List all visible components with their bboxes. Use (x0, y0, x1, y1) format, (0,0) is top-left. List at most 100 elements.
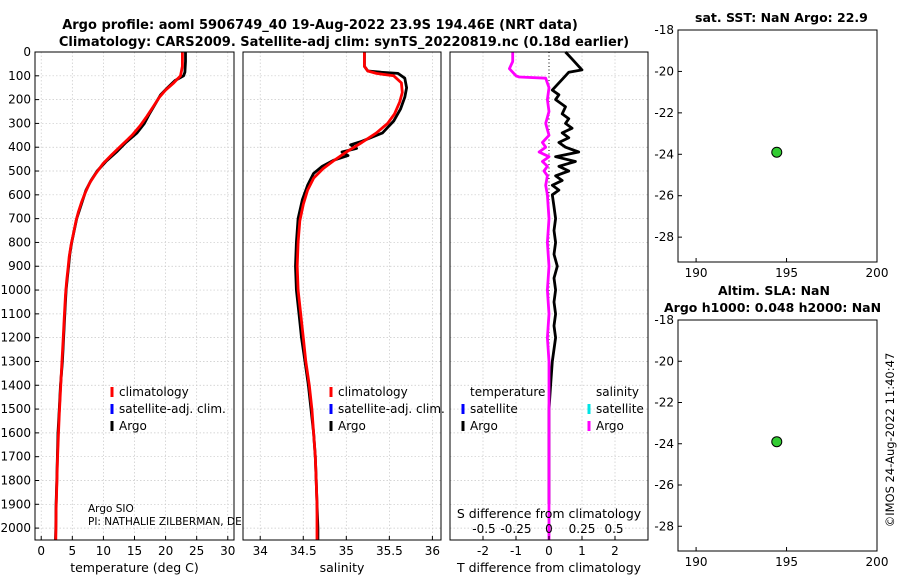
sla-map-title-line1: Altim. SLA: NaN (718, 283, 830, 298)
x-tick-label: -2 (477, 544, 489, 558)
y-tick-label: -20 (654, 354, 674, 368)
sst-map-title: sat. SST: NaN Argo: 22.9 (695, 10, 868, 25)
salinity-panel: 34 34.5 35 35.5 36 salinity climatology satelli… (242, 51, 445, 575)
y-tick-label: 1000 (0, 283, 31, 297)
top-axis-label: S difference from climatology (457, 506, 642, 521)
y-tick-label: -22 (654, 106, 674, 120)
series-line-climatology (54, 52, 184, 541)
y-tick-label: 1600 (0, 426, 31, 440)
y-tick-label: -24 (654, 437, 674, 451)
legend-label: Argo (470, 419, 498, 433)
top-axis-tick-label: 0 (545, 522, 553, 536)
x-tick-label: 35.5 (376, 544, 403, 558)
x-axis-label: salinity (320, 560, 365, 575)
legend-label: satellite-adj. clim. (338, 402, 445, 416)
y-tick-label: -24 (654, 147, 674, 161)
x-tick-label: 34 (253, 544, 268, 558)
argo-position-marker (771, 436, 783, 448)
x-tick-label: 25 (189, 544, 204, 558)
y-tick-label: 1900 (0, 497, 31, 511)
legend-label: satellite-adj. clim. (119, 402, 226, 416)
figure-title-line1: Argo profile: aoml 5906749_40 19-Aug-202… (62, 18, 578, 33)
y-tick-label: 100 (8, 69, 31, 83)
x-tick-label: 36 (425, 544, 440, 558)
y-tick-label: 700 (8, 212, 31, 226)
x-tick-label: 195 (775, 555, 798, 569)
x-tick-label: 5 (68, 544, 76, 558)
figure-title-line2: Climatology: CARS2009. Satellite-adj cli… (59, 35, 629, 50)
y-tick-label: 800 (8, 235, 31, 249)
x-tick-label: 20 (158, 544, 173, 558)
x-tick-label: 190 (685, 266, 708, 280)
legend-label: Argo (338, 419, 366, 433)
y-tick-label: -26 (654, 189, 674, 203)
legend-label: climatology (338, 385, 408, 399)
x-tick-label: 200 (866, 266, 889, 280)
legend-label: satellite (470, 402, 518, 416)
x-tick-label: 34.5 (290, 544, 317, 558)
plot-background (243, 52, 441, 540)
y-tick-label: 1100 (0, 307, 31, 321)
y-tick-label: 600 (8, 188, 31, 202)
y-tick-label: -28 (654, 519, 674, 533)
top-axis-tick-label: -0.25 (500, 522, 531, 536)
x-tick-label: 1 (578, 544, 586, 558)
sst-map-panel: 190 195 200 -18 -20 -22 -24 -26 -28 (654, 23, 888, 280)
y-tick-label: 300 (8, 116, 31, 130)
x-tick-label: 190 (685, 555, 708, 569)
y-tick-label: 400 (8, 140, 31, 154)
legend-header-salinity: salinity (596, 385, 639, 399)
top-axis-tick-label: 0.5 (604, 522, 623, 536)
x-tick-label: 0 (37, 544, 45, 558)
x-tick-label: 0 (545, 544, 553, 558)
y-tick-label: -22 (654, 396, 674, 410)
top-axis-tick-label: -0.5 (472, 522, 495, 536)
top-axis-tick-label: 0.25 (569, 522, 596, 536)
x-axis-label: T difference from climatology (456, 560, 642, 575)
legend-header-temperature: temperature (470, 385, 545, 399)
sla-map-panel: 190 195 200 -18 -20 -22 -24 -26 -28 (654, 313, 888, 569)
series-line-t-difference-argo- (547, 51, 584, 505)
y-tick-label: 1400 (0, 378, 31, 392)
x-tick-label: 195 (775, 266, 798, 280)
legend-label: satellite (596, 402, 644, 416)
legend-label: Argo (596, 419, 624, 433)
x-tick-label: 200 (866, 555, 889, 569)
y-tick-label: -18 (654, 23, 674, 37)
y-tick-label: 200 (8, 93, 31, 107)
y-tick-label: -26 (654, 478, 674, 492)
timestamp: ©IMOS 24-Aug-2022 11:40:47 (883, 353, 897, 528)
y-tick-label: 1200 (0, 331, 31, 345)
y-tick-label: 500 (8, 164, 31, 178)
x-tick-label: -1 (510, 544, 522, 558)
series-line-s-difference-argo- (508, 52, 551, 540)
x-tick-label: 15 (127, 544, 142, 558)
plot-frame (242, 51, 442, 541)
x-tick-label: 10 (96, 544, 111, 558)
y-tick-label: 1700 (0, 450, 31, 464)
y-tick-label: 2000 (0, 521, 31, 535)
legend-label: climatology (119, 385, 189, 399)
y-tick-label: -18 (654, 313, 674, 327)
y-tick-label: 900 (8, 259, 31, 273)
map-frame (677, 29, 878, 263)
x-axis-label: temperature (deg C) (70, 560, 199, 575)
series-line-climatology (295, 52, 404, 540)
x-tick-label: 2 (611, 544, 619, 558)
y-tick-label: 0 (23, 45, 31, 59)
y-tick-label: 1300 (0, 354, 31, 368)
map-frame (677, 319, 878, 552)
difference-panel: -2 -1 0 1 2 T difference from climatology temp… (449, 51, 649, 575)
credit-org: Argo SIO (88, 503, 134, 515)
y-tick-label: -20 (654, 64, 674, 78)
y-tick-label: 1800 (0, 473, 31, 487)
temperature-panel: 0 5 10 15 20 25 30 temperature (deg C) 0 100 200 30… (0, 45, 235, 575)
legend-label: Argo (119, 419, 147, 433)
sla-map-title-line2: Argo h1000: 0.048 h2000: NaN (664, 300, 881, 315)
y-tick-label: 1500 (0, 402, 31, 416)
argo-position-marker (771, 146, 783, 158)
x-tick-label: 30 (220, 544, 235, 558)
y-tick-label: -28 (654, 230, 674, 244)
x-tick-label: 35 (339, 544, 354, 558)
